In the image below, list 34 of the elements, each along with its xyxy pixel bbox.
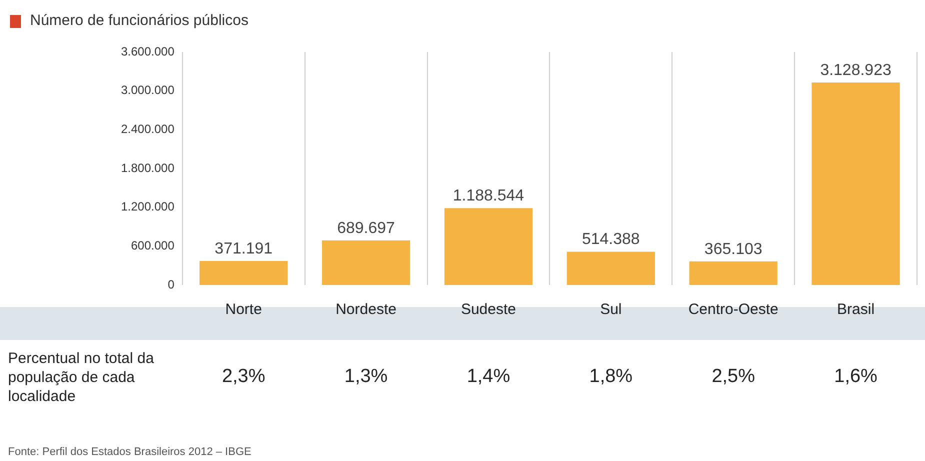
data-label: 514.388 (582, 231, 640, 248)
data-label: 1.188.544 (452, 187, 524, 204)
chart-title: Número de funcionários públicos (30, 12, 248, 29)
y-tick-label: 600.000 (130, 238, 175, 252)
data-label: 689.697 (337, 220, 396, 237)
x-tick-label: Sudeste (460, 301, 516, 318)
y-tick-label: 0 (168, 277, 175, 292)
source-note: Fonte: Perfil dos Estados Brasileiros 2012 – IBGE (8, 446, 252, 458)
bar (200, 260, 288, 285)
text: 1,6% (833, 366, 878, 388)
text: 2,3% (220, 366, 266, 388)
y-tick-label: 3.600.000 (120, 44, 175, 58)
y-tick-label: 1.200.000 (120, 200, 175, 214)
x-tick-label: Norte (225, 301, 262, 318)
text: 1,4% (466, 366, 512, 388)
y-tick-label: 2.400.000 (120, 122, 175, 136)
text: 1,3% (343, 366, 389, 388)
x-tick-label: Nordeste (336, 301, 396, 318)
text: Percentual no total da população de cada localidade (8, 349, 155, 406)
bar (322, 240, 410, 285)
x-tick-label: Brasil (837, 301, 875, 318)
bar (689, 261, 778, 285)
bar (566, 252, 655, 285)
bar (444, 208, 533, 285)
x-tick-label: Sul (600, 301, 622, 318)
text: 2,5% (710, 366, 756, 388)
bar (812, 82, 900, 285)
data-label: 3.128.923 (820, 62, 892, 79)
y-tick-label: 3.000.000 (120, 83, 175, 98)
data-label: 371.191 (214, 240, 273, 258)
text: 1,8% (588, 366, 634, 388)
x-tick-label: Centro-Oeste (688, 301, 778, 318)
data-label: 365.103 (704, 240, 762, 258)
y-tick-label: 1.800.000 (120, 160, 175, 175)
